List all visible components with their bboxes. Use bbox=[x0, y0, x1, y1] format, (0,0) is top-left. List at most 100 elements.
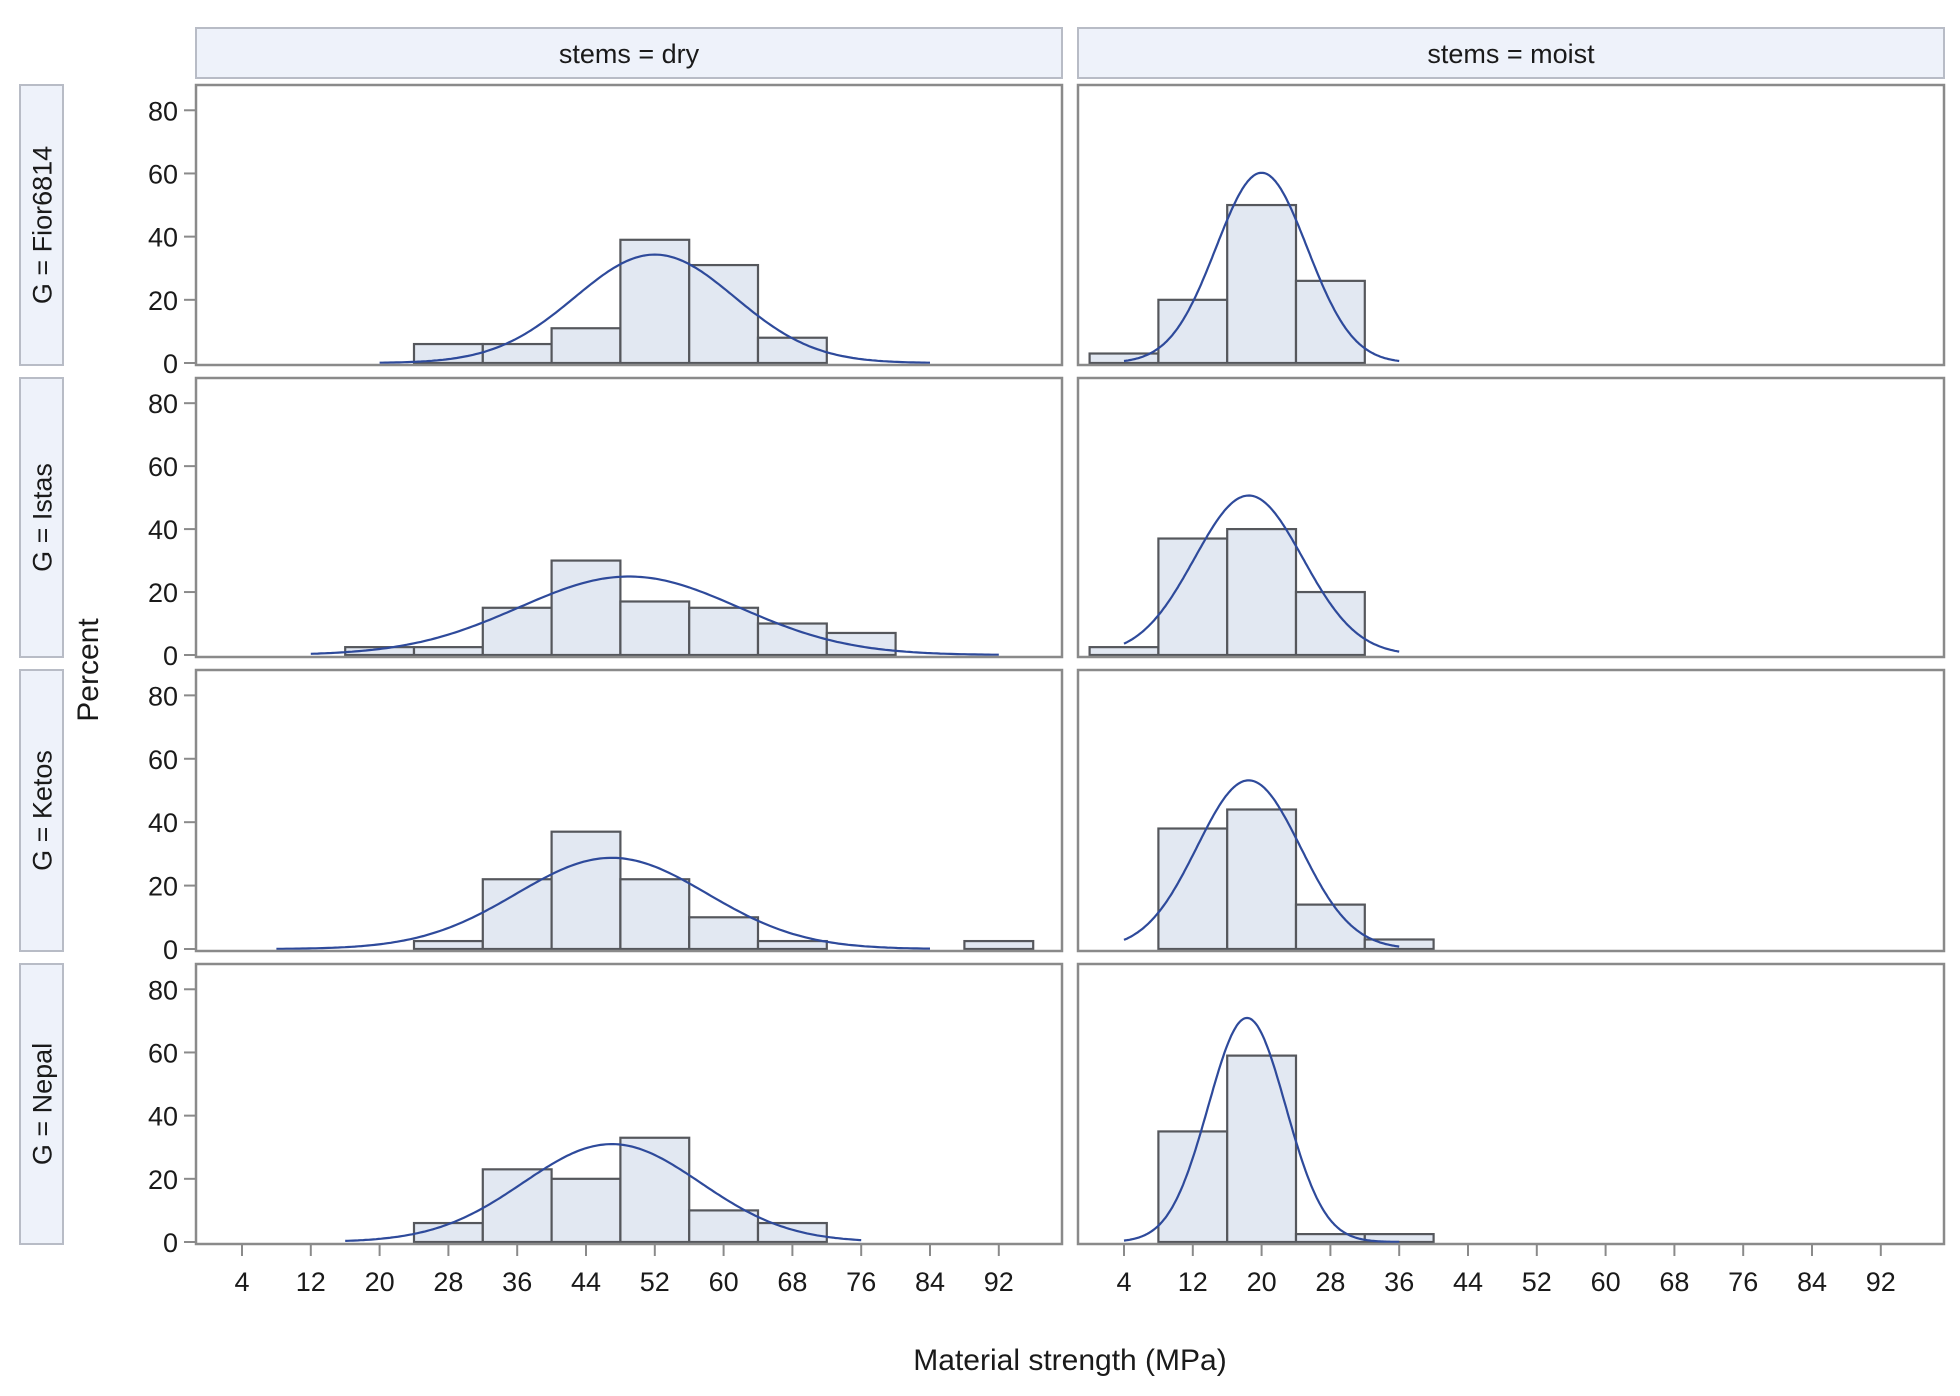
y-tick-label: 80 bbox=[148, 96, 178, 126]
histogram-bar bbox=[1294, 903, 1366, 951]
x-tick-label: 20 bbox=[1247, 1267, 1277, 1297]
y-tick-label: 20 bbox=[148, 872, 178, 902]
row-strip-label: G = Nepal bbox=[28, 1043, 58, 1165]
normal-density-curve bbox=[1123, 1016, 1400, 1244]
y-tick-label: 60 bbox=[148, 159, 178, 189]
panel-frame bbox=[194, 668, 1064, 953]
y-tick-label: 0 bbox=[163, 641, 178, 671]
x-tick-label: 36 bbox=[1384, 1267, 1414, 1297]
histogram-bar bbox=[1294, 279, 1366, 365]
y-tick-label: 0 bbox=[163, 935, 178, 965]
histogram-panel bbox=[1076, 376, 1946, 659]
x-tick-label: 4 bbox=[234, 1267, 249, 1297]
column-strip bbox=[1077, 27, 1945, 79]
row-strip bbox=[19, 377, 64, 658]
normal-density-curve bbox=[310, 575, 999, 656]
column-strip-label: stems = moist bbox=[1427, 39, 1595, 69]
histogram-bar bbox=[963, 939, 1035, 951]
histogram-panel bbox=[194, 376, 1064, 659]
x-tick-label: 84 bbox=[1797, 1267, 1827, 1297]
x-tick-label: 4 bbox=[1116, 1267, 1131, 1297]
y-tick-label: 40 bbox=[148, 808, 178, 838]
histogram-bar bbox=[550, 830, 622, 951]
x-tick-label: 44 bbox=[571, 1267, 601, 1297]
y-tick-label: 80 bbox=[148, 975, 178, 1005]
normal-density-curve bbox=[276, 856, 930, 950]
histogram-panel bbox=[1076, 668, 1946, 953]
x-tick-label: 68 bbox=[777, 1267, 807, 1297]
panel-frame bbox=[194, 83, 1064, 367]
histogram-panel bbox=[194, 668, 1064, 953]
y-tick-label: 20 bbox=[148, 286, 178, 316]
y-tick-label: 20 bbox=[148, 578, 178, 608]
histogram-bar bbox=[1157, 537, 1229, 657]
histogram-bar bbox=[1226, 808, 1298, 951]
x-tick-label: 20 bbox=[365, 1267, 395, 1297]
row-strip bbox=[19, 669, 64, 952]
row-strip bbox=[19, 963, 64, 1245]
histogram-bar bbox=[688, 263, 760, 365]
histogram-panel bbox=[1076, 83, 1946, 367]
y-tick-label: 40 bbox=[148, 515, 178, 545]
y-tick-label: 60 bbox=[148, 452, 178, 482]
column-strip bbox=[195, 27, 1063, 79]
histogram-bar bbox=[1363, 1233, 1435, 1244]
x-tick-label: 60 bbox=[709, 1267, 739, 1297]
x-tick-label: 52 bbox=[1522, 1267, 1552, 1297]
histogram-bar bbox=[1157, 1130, 1229, 1244]
normal-density-curve bbox=[1123, 494, 1400, 653]
x-tick-label: 12 bbox=[296, 1267, 326, 1297]
histogram-bar bbox=[756, 1221, 828, 1244]
histogram-bar bbox=[550, 1177, 622, 1244]
histogram-panel bbox=[1076, 962, 1946, 1246]
y-tick-label: 0 bbox=[163, 1228, 178, 1258]
panel-frame bbox=[1076, 376, 1946, 659]
histogram-bar bbox=[756, 939, 828, 951]
histogram-bar bbox=[1088, 646, 1160, 657]
y-tick-label: 60 bbox=[148, 1038, 178, 1068]
histogram-bar bbox=[412, 646, 484, 657]
x-axis-title: Material strength (MPa) bbox=[913, 1344, 1226, 1377]
panel-frame bbox=[194, 962, 1064, 1246]
x-tick-label: 60 bbox=[1591, 1267, 1621, 1297]
column-strip-label: stems = dry bbox=[559, 39, 700, 69]
x-tick-label: 12 bbox=[1178, 1267, 1208, 1297]
x-tick-label: 36 bbox=[502, 1267, 532, 1297]
histogram-bar bbox=[688, 1209, 760, 1244]
histogram-bar bbox=[619, 1136, 691, 1244]
histogram-bar bbox=[1226, 527, 1298, 657]
y-tick-label: 20 bbox=[148, 1165, 178, 1195]
normal-density-curve bbox=[1123, 171, 1400, 363]
histogram-bar bbox=[688, 606, 760, 657]
row-strip bbox=[19, 84, 64, 366]
histogram-bar bbox=[619, 878, 691, 951]
row-strip-label: G = Fior6814 bbox=[28, 146, 58, 304]
histogram-bar bbox=[1363, 938, 1435, 951]
histogram-bar bbox=[825, 631, 897, 657]
histogram-bar bbox=[1157, 827, 1229, 951]
y-tick-label: 0 bbox=[163, 349, 178, 379]
histogram-bar bbox=[1226, 203, 1298, 365]
x-tick-label: 68 bbox=[1659, 1267, 1689, 1297]
histogram-bar bbox=[412, 939, 484, 951]
histogram-bar bbox=[756, 336, 828, 365]
y-tick-label: 40 bbox=[148, 223, 178, 253]
panel-frame bbox=[1076, 668, 1946, 953]
histogram-panel bbox=[194, 962, 1064, 1246]
x-tick-label: 84 bbox=[915, 1267, 945, 1297]
histogram-bar bbox=[1157, 298, 1229, 365]
x-tick-label: 92 bbox=[1866, 1267, 1896, 1297]
panel-frame bbox=[194, 376, 1064, 659]
x-tick-label: 76 bbox=[846, 1267, 876, 1297]
histogram-bar bbox=[481, 878, 553, 951]
histogram-bar bbox=[1294, 590, 1366, 657]
y-tick-label: 80 bbox=[148, 681, 178, 711]
histogram-bar bbox=[688, 916, 760, 951]
histogram-bar bbox=[619, 600, 691, 657]
x-tick-label: 52 bbox=[640, 1267, 670, 1297]
normal-density-curve bbox=[345, 1142, 862, 1242]
row-strip-label: G = Istas bbox=[28, 463, 58, 572]
panel-frame bbox=[1076, 83, 1946, 367]
histogram-bar bbox=[1226, 1054, 1298, 1244]
